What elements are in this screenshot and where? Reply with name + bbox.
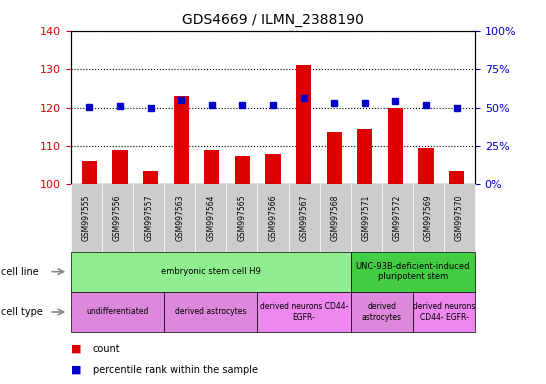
Title: GDS4669 / ILMN_2388190: GDS4669 / ILMN_2388190 [182,13,364,27]
Bar [143,171,158,184]
Bar [327,132,342,184]
Text: cell type: cell type [1,307,43,317]
Text: ■: ■ [71,365,81,375]
Bar [265,154,281,184]
Bar [388,108,403,184]
Bar [449,171,464,184]
Text: derived astrocytes: derived astrocytes [175,308,247,316]
Text: derived neurons CD44-
EGFR-: derived neurons CD44- EGFR- [260,302,348,322]
Bar [174,96,189,184]
Bar [82,161,97,184]
Text: GSM997567: GSM997567 [300,195,308,241]
Text: percentile rank within the sample: percentile rank within the sample [93,365,258,375]
Text: GSM997565: GSM997565 [238,195,246,241]
Text: GSM997563: GSM997563 [175,195,184,241]
Text: undifferentiated: undifferentiated [86,308,149,316]
Bar [204,150,219,184]
Text: GSM997556: GSM997556 [113,195,122,241]
Text: derived
astrocytes: derived astrocytes [362,302,402,322]
Text: GSM997555: GSM997555 [82,195,91,241]
Bar [418,148,434,184]
Text: GSM997566: GSM997566 [269,195,277,241]
Text: GSM997569: GSM997569 [424,195,433,241]
Text: GSM997570: GSM997570 [455,195,464,241]
Text: cell line: cell line [1,266,38,277]
Text: GSM997568: GSM997568 [331,195,340,241]
Bar [357,129,372,184]
Text: embryonic stem cell H9: embryonic stem cell H9 [161,267,261,276]
Text: GSM997564: GSM997564 [206,195,215,241]
Text: GSM997572: GSM997572 [393,195,402,241]
Text: GSM997571: GSM997571 [362,195,371,241]
Bar [112,150,128,184]
Text: UNC-93B-deficient-induced
pluripotent stem: UNC-93B-deficient-induced pluripotent st… [355,262,470,281]
Text: ■: ■ [71,344,81,354]
Text: GSM997557: GSM997557 [144,195,153,241]
Text: count: count [93,344,121,354]
Text: derived neurons
CD44- EGFR-: derived neurons CD44- EGFR- [413,302,475,322]
Bar [296,65,311,184]
Bar [235,156,250,184]
